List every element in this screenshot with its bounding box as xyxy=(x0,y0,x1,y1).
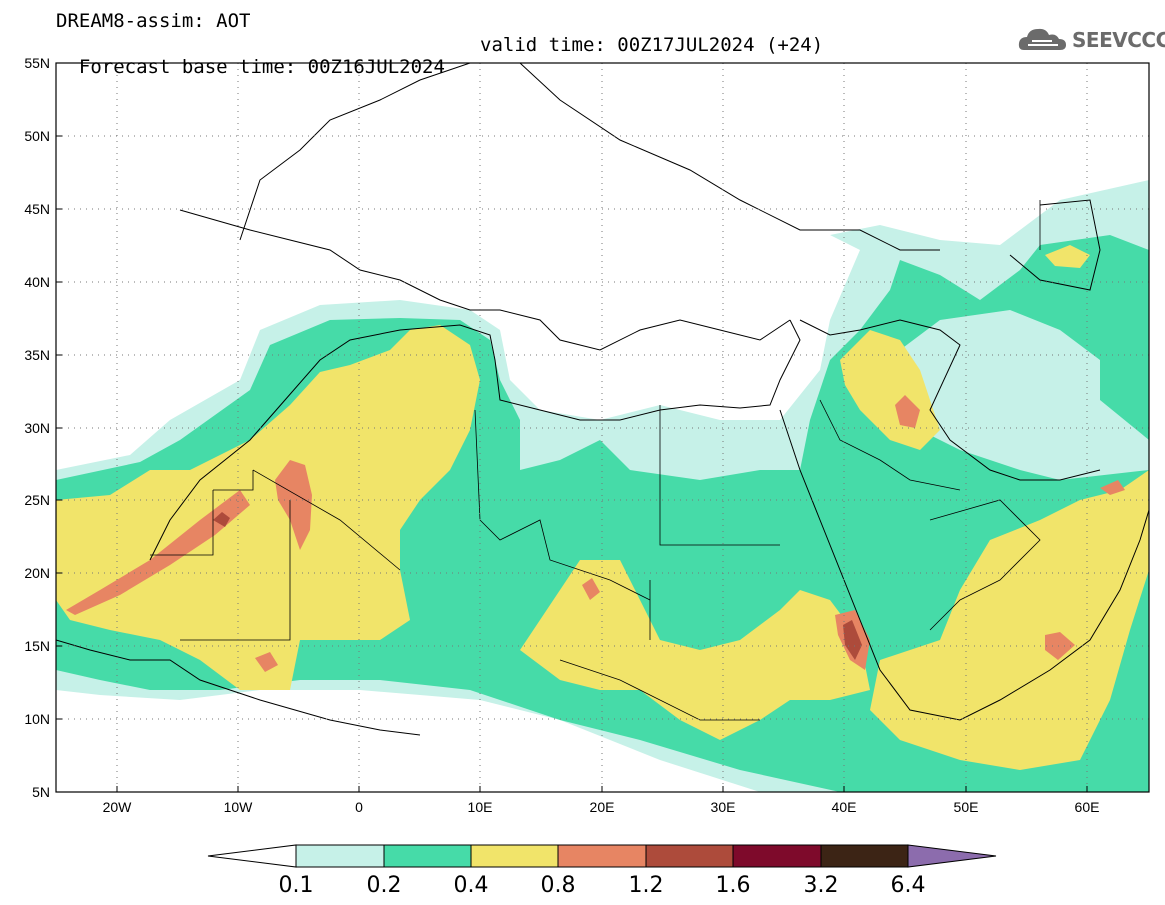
colorbar-swatch xyxy=(470,844,559,868)
seevccc-logo: SEEVCCC xyxy=(1018,24,1165,56)
lat-label: 35N xyxy=(24,347,50,363)
colorbar-over-arrow xyxy=(907,844,997,868)
colorbar-label: 1.6 xyxy=(716,873,751,898)
forecast-base-time: Forecast base time: 00Z16JUL2024 xyxy=(78,56,445,78)
longitude-labels: 20W 10W 0 10E 20E 30E 40E 50E 60E xyxy=(103,799,1100,815)
aot-contour-0.4-caspian xyxy=(1045,245,1090,268)
lat-label: 30N xyxy=(24,420,50,436)
colorbar-label: 0.4 xyxy=(454,873,489,898)
lat-label: 50N xyxy=(24,128,50,144)
aot-contour-0.8-iraq xyxy=(895,395,920,428)
colorbar-swatch xyxy=(295,844,385,868)
lat-label: 40N xyxy=(24,274,50,290)
aot-contour-0.8-algeria xyxy=(275,460,312,550)
lon-label: 30E xyxy=(711,799,736,815)
colorbar-label: 0.1 xyxy=(279,873,314,898)
lat-label: 10N xyxy=(24,711,50,727)
forecast-time-line: Forecast base time: 00Z16JUL2024 valid t… xyxy=(56,34,823,100)
lon-label: 20W xyxy=(103,799,133,815)
lon-label: 0 xyxy=(355,799,363,815)
chart-title: DREAM8-assim: AOT xyxy=(56,10,251,32)
cloud-icon xyxy=(1018,28,1066,50)
colorbar-labels: 0.1 0.2 0.4 0.8 1.2 1.6 3.2 6.4 xyxy=(279,873,926,898)
colorbar-label: 1.2 xyxy=(629,873,664,898)
lat-label: 5N xyxy=(32,784,50,800)
colorbar-swatch xyxy=(820,844,909,868)
lon-label: 60E xyxy=(1075,799,1100,815)
colorbar-swatch xyxy=(645,844,734,868)
colorbar-under-arrow xyxy=(207,844,297,868)
colorbar-label: 0.2 xyxy=(367,873,402,898)
colorbar-label: 3.2 xyxy=(804,873,839,898)
lat-label: 25N xyxy=(24,492,50,508)
aot-contour-1.2-ethiopia xyxy=(843,620,862,660)
aot-contour-0.8-oman xyxy=(1045,632,1075,660)
aot-contour-1.2-sahara xyxy=(213,512,230,527)
coastlines xyxy=(56,63,1149,736)
aot-field xyxy=(56,180,1149,792)
aot-contour-0.4-west xyxy=(56,325,480,690)
colorbar-label: 0.8 xyxy=(541,873,576,898)
aot-contour-0.4-arabia xyxy=(870,470,1149,770)
graticule xyxy=(56,63,1149,792)
colorbar-swatch xyxy=(383,844,472,868)
colorbar-label: 6.4 xyxy=(891,873,926,898)
lon-label: 10W xyxy=(224,799,254,815)
lat-label: 55N xyxy=(24,55,50,71)
aot-contour-0.8-mauritania xyxy=(66,490,250,615)
colorbar-swatch xyxy=(732,844,822,868)
lat-label: 15N xyxy=(24,638,50,654)
colorbar xyxy=(207,844,997,868)
lon-label: 20E xyxy=(590,799,615,815)
aot-contour-0.8-mali xyxy=(255,652,278,672)
lon-label: 40E xyxy=(832,799,857,815)
lat-label: 20N xyxy=(24,565,50,581)
lat-label: 45N xyxy=(24,201,50,217)
colorbar-swatch xyxy=(557,844,647,868)
axis-ticks xyxy=(56,62,1088,792)
latitude-labels: 55N 50N 45N 40N 35N 30N 25N 20N 15N 10N … xyxy=(24,55,50,800)
aot-contour-0.4-central xyxy=(520,560,870,740)
aot-contour-0.8-chad xyxy=(582,578,600,600)
lon-label: 50E xyxy=(954,799,979,815)
logo-text: SEEVCCC xyxy=(1072,28,1165,52)
valid-time: valid time: 00Z17JUL2024 (+24) xyxy=(480,34,824,56)
lon-label: 10E xyxy=(468,799,493,815)
aot-contour-0.8-gulf xyxy=(1100,480,1125,495)
